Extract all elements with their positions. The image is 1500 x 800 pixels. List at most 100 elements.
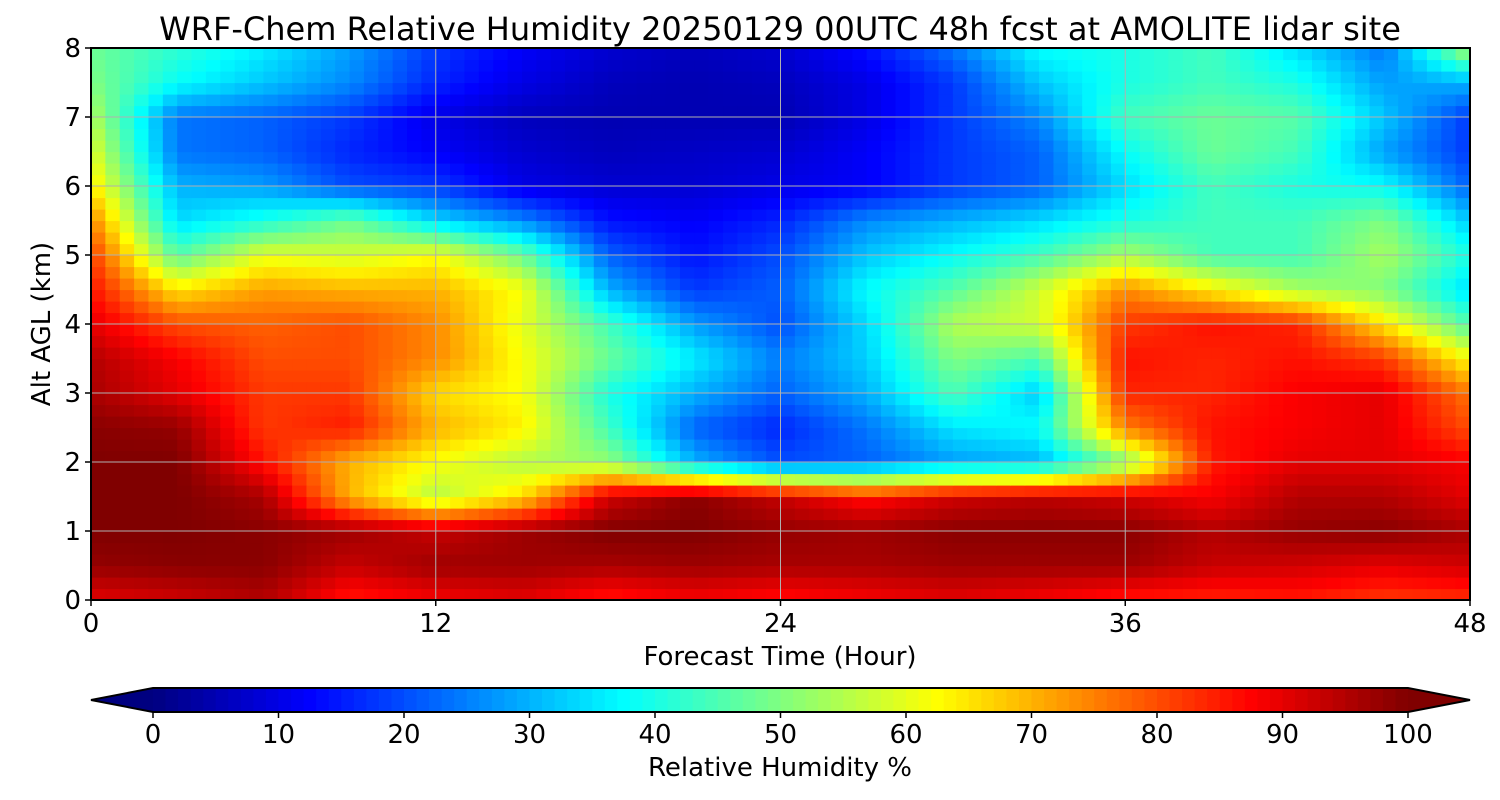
heatmap-cell [105,381,121,394]
heatmap-cell [794,347,810,360]
heatmap-cell [1053,427,1069,440]
heatmap-cell [1139,301,1155,314]
heatmap-cell [263,450,279,463]
heatmap-cell [521,508,537,521]
heatmap-cell [320,163,336,176]
heatmap-cell [708,243,724,256]
heatmap-cell [349,117,365,130]
heatmap-cell [306,577,322,590]
heatmap-cell [1383,197,1399,210]
heatmap-cell [1455,588,1471,601]
heatmap-cell [895,105,911,118]
heatmap-cell [134,427,150,440]
heatmap-cell [292,519,308,532]
heatmap-cell [435,59,451,72]
heatmap-cell [665,232,681,245]
heatmap-cell [378,370,394,383]
heatmap-cell [1383,186,1399,199]
heatmap-cell [1096,542,1112,555]
heatmap-cell [665,416,681,429]
heatmap-cell [823,48,839,61]
heatmap-cell [579,312,595,325]
heatmap-cell [1153,370,1169,383]
heatmap-cell [1455,151,1471,164]
heatmap-cell [608,542,624,555]
heatmap-cell [493,370,509,383]
heatmap-cell [550,71,566,84]
heatmap-cell [1383,174,1399,187]
heatmap-cell [234,565,250,578]
heatmap-cell [1139,542,1155,555]
heatmap-cell [1441,140,1457,153]
heatmap-cell [407,462,422,475]
heatmap-cell [263,347,279,360]
heatmap-cell [565,450,580,463]
heatmap-cell [1369,117,1385,130]
heatmap-cell [320,519,336,532]
heatmap-cell [191,554,207,567]
heatmap-cell [1211,588,1227,601]
heatmap-cell [837,209,853,222]
heatmap-cell [981,531,997,544]
heatmap-cell [737,232,753,245]
heatmap-cell [823,324,839,337]
heatmap-cell [177,301,193,314]
heatmap-cell [1010,554,1026,567]
heatmap-cell [1398,255,1414,268]
heatmap-cell [981,220,997,233]
heatmap-cell [105,496,121,509]
heatmap-cell [1383,82,1399,95]
heatmap-cell [967,347,983,360]
heatmap-cell [263,439,279,452]
heatmap-cell [507,255,523,268]
heatmap-cell [565,347,580,360]
heatmap-cell [665,117,681,130]
heatmap-cell [263,519,279,532]
heatmap-cell [1383,473,1399,486]
heatmap-cell [1010,347,1026,360]
heatmap-cell [1268,255,1284,268]
heatmap-cell [952,324,968,337]
heatmap-cell [895,140,911,153]
heatmap-cell [162,335,178,348]
heatmap-cell [1067,255,1083,268]
heatmap-cell [737,473,753,486]
heatmap-cell [1110,105,1126,118]
heatmap-cell [593,485,609,498]
heatmap-cell [708,82,724,95]
heatmap-cell [909,174,925,187]
heatmap-cell [665,427,681,440]
heatmap-cell [1326,450,1342,463]
heatmap-cell [1326,531,1342,544]
heatmap-cell [407,404,422,417]
heatmap-cell [895,94,911,107]
heatmap-cell [105,404,121,417]
heatmap-cell [191,186,207,199]
heatmap-cell [579,48,595,61]
heatmap-cell [234,404,250,417]
heatmap-cell [521,450,537,463]
heatmap-cell [1398,370,1414,383]
heatmap-cell [1441,485,1457,498]
heatmap-cell [593,255,609,268]
heatmap-cell [995,186,1011,199]
heatmap-cell [1240,174,1256,187]
heatmap-cell [737,393,753,406]
heatmap-cell [134,577,150,590]
heatmap-cell [737,496,753,509]
heatmap-cell [737,439,753,452]
heatmap-cell [1153,82,1169,95]
heatmap-cell [895,197,911,210]
heatmap-cell [1182,496,1198,509]
heatmap-cell [1053,105,1069,118]
heatmap-cell [895,577,911,590]
heatmap-cell [363,450,379,463]
heatmap-cell [1225,554,1241,567]
heatmap-cell [938,163,954,176]
heatmap-cell [780,312,796,325]
heatmap-cell [1182,335,1198,348]
heatmap-cell [1110,370,1126,383]
heatmap-cell [837,450,853,463]
heatmap-cell [995,542,1011,555]
heatmap-cell [608,266,624,279]
